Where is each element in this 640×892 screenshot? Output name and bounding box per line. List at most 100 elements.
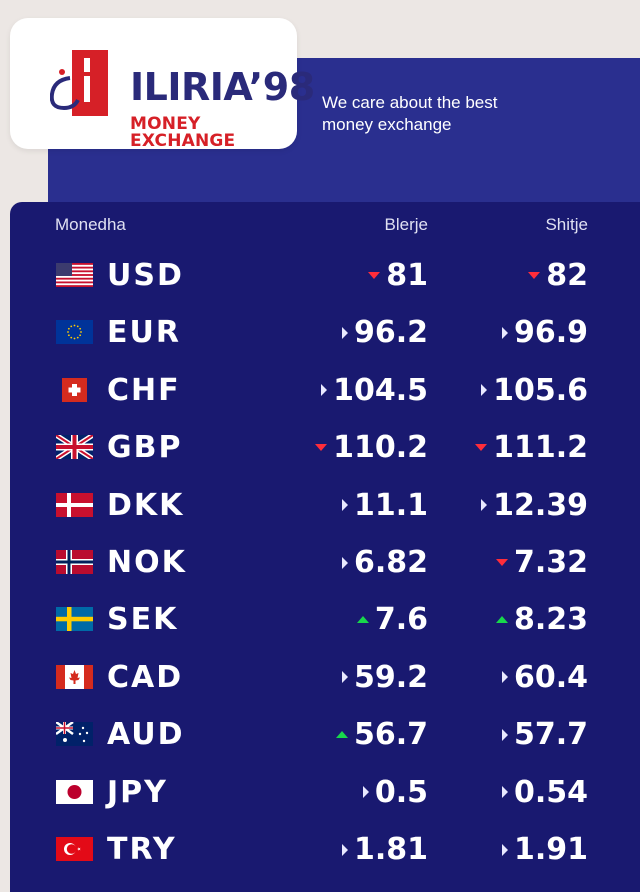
currency-code: USD [107,258,184,293]
ch-flag-icon [62,377,87,402]
sell-rate: 8.23 [495,602,588,638]
brand-name: ILIRIA’98 [130,65,315,109]
currency-row-jpy: JPY 0.5 0.54 [10,769,640,819]
trend-down-icon [495,559,508,566]
sell-rate-value: 105.6 [493,372,588,408]
sell-rate-value: 111.2 [493,430,588,466]
sell-rate-value: 96.9 [513,315,588,351]
jp-flag-icon [56,779,93,804]
currency-code: EUR [107,315,181,351]
currency-code: SEK [107,602,179,638]
ca-flag-icon [56,664,93,689]
no-flag-icon [56,550,93,574]
sell-rate: 82 [528,258,588,293]
trend-same-icon [501,843,508,856]
buy-rate: 56.7 [335,717,428,753]
sell-rate: 1.91 [501,832,588,867]
header-buy: Blerje [384,215,428,234]
sell-rate-value: 7.32 [513,545,588,580]
currency-code: GBP [107,430,183,466]
logo-card[interactable]: ILIRIA’98 MONEY EXCHANGE [10,18,315,151]
buy-rate: 96.2 [341,315,428,350]
us-flag-icon [56,263,93,287]
currency-code: JPY [107,774,168,810]
currency-code: DKK [107,487,185,523]
currency-code: CHF [107,372,181,408]
currency-row-try: TRY 1.81 1.91 [10,826,640,876]
trend-same-icon [501,786,508,799]
trend-same-icon [501,671,508,684]
currency-row-usd: USD 81 82 [10,252,640,302]
trend-same-icon [501,728,508,741]
buy-rate-value: 59.2 [353,659,428,695]
trend-up-icon [335,731,348,739]
buy-rate-value: 7.6 [374,602,428,638]
iliria-logo-icon [50,50,108,116]
trend-down-icon [315,444,328,452]
trend-down-icon [528,272,541,279]
au-flag-icon [56,722,93,747]
sell-rate-value: 0.54 [513,774,588,810]
buy-rate-value: 6.82 [353,545,428,580]
trend-same-icon [501,326,508,339]
buy-rate: 6.82 [341,545,428,580]
currency-code: CAD [107,659,184,695]
trend-same-icon [481,384,488,397]
trend-same-icon [341,843,348,856]
buy-rate-value: 81 [386,258,428,293]
currency-code: NOK [107,545,187,580]
buy-rate-value: 0.5 [374,774,428,810]
buy-rate-value: 56.7 [353,717,428,753]
sell-rate-value: 82 [546,258,588,293]
currency-row-cad: CAD 59.2 60.4 [10,654,640,704]
sell-rate-value: 57.7 [513,717,588,753]
sell-rate: 96.9 [501,315,588,351]
trend-same-icon [341,499,348,512]
buy-rate: 7.6 [356,602,428,638]
buy-rate: 0.5 [362,774,428,810]
trend-same-icon [321,384,328,397]
tr-flag-icon [56,837,93,861]
trend-same-icon [341,326,348,339]
trend-same-icon [481,499,488,512]
currency-code: AUD [107,717,185,753]
gb-flag-icon [56,435,93,460]
currency-row-chf: CHF 104.5 105.6 [10,367,640,417]
sell-rate-value: 60.4 [513,659,588,695]
exchange-rates-panel [10,202,640,892]
buy-rate-value: 110.2 [333,430,428,466]
trend-same-icon [341,556,348,569]
trend-up-icon [495,616,508,624]
dk-flag-icon [56,492,93,517]
sell-rate: 7.32 [495,545,588,580]
header-sell: Shitje [545,215,588,234]
buy-rate-value: 1.81 [353,832,428,867]
currency-row-dkk: DKK 11.1 12.39 [10,482,640,532]
trend-up-icon [356,616,369,624]
buy-rate-value: 11.1 [353,487,428,523]
sell-rate: 57.7 [501,717,588,753]
buy-rate: 11.1 [341,487,428,523]
currency-row-nok: NOK 6.82 7.32 [10,539,640,589]
trend-same-icon [362,786,369,799]
se-flag-icon [56,607,93,632]
sell-rate: 105.6 [481,373,588,408]
trend-down-icon [368,272,381,279]
currency-row-eur: EUR 96.2 96.9 [10,309,640,359]
sell-rate: 0.54 [501,774,588,810]
trend-down-icon [475,444,488,452]
sell-rate-value: 12.39 [493,487,588,523]
sell-rate: 12.39 [481,488,588,523]
brand-subtitle: MONEY EXCHANGE [130,114,236,151]
currency-row-sek: SEK 7.6 8.23 [10,596,640,646]
currency-row-aud: AUD 56.7 57.7 [10,711,640,761]
sell-rate-value: 1.91 [513,832,588,867]
buy-rate-value: 104.5 [333,372,428,408]
header-currency: Monedha [55,215,126,234]
sell-rate-value: 8.23 [513,602,588,638]
buy-rate: 1.81 [341,832,428,867]
buy-rate: 59.2 [341,659,428,695]
currency-code: TRY [107,832,177,867]
buy-rate: 110.2 [315,430,428,465]
buy-rate: 104.5 [321,373,428,408]
